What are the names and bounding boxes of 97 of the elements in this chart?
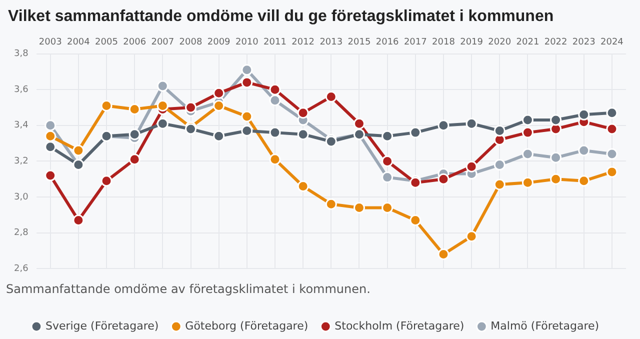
point (466, 118, 478, 130)
point (269, 94, 281, 106)
x-tick-label: 2020 (488, 38, 512, 48)
legend-label: Malmö (Företagare) (490, 319, 600, 332)
y-tick-label: 2,8 (14, 228, 29, 238)
x-tick-label: 2015 (348, 38, 371, 48)
x-tick-label: 2010 (235, 38, 259, 48)
point (269, 84, 281, 96)
point (494, 125, 506, 137)
point (522, 148, 534, 160)
point (44, 141, 56, 153)
x-tick-label: 2018 (432, 38, 456, 48)
legend-label: Göteborg (Företagare) (185, 319, 308, 332)
legend-label: Sverige (Företagare) (45, 319, 159, 332)
point (550, 152, 562, 164)
point (156, 80, 168, 92)
point (100, 175, 112, 187)
point (72, 214, 84, 226)
point (297, 128, 309, 140)
point (578, 144, 590, 156)
point (297, 107, 309, 119)
point (578, 108, 590, 120)
point (72, 144, 84, 156)
point (550, 173, 562, 185)
legend-label: Stockholm (Företagare) (334, 319, 464, 332)
point (156, 100, 168, 112)
point (241, 64, 253, 76)
point (213, 87, 225, 99)
point (297, 180, 309, 192)
x-tick-label: 2017 (404, 38, 427, 48)
x-tick-label: 2023 (572, 38, 596, 48)
y-tick-label: 3,8 (14, 49, 29, 60)
point (44, 170, 56, 182)
point (438, 120, 450, 132)
point (606, 166, 618, 178)
point (606, 148, 618, 160)
x-tick-label: 2022 (544, 38, 568, 48)
point (522, 176, 534, 188)
x-tick-label: 2009 (207, 38, 231, 48)
point (494, 159, 506, 171)
y-tick-label: 3,0 (14, 192, 29, 202)
point (185, 102, 197, 114)
point (353, 118, 365, 130)
point (353, 202, 365, 214)
point (382, 172, 394, 184)
point (522, 114, 534, 126)
point (269, 126, 281, 138)
x-tick-label: 2024 (600, 38, 624, 48)
point (382, 130, 394, 142)
point (578, 175, 590, 187)
point (213, 100, 225, 112)
x-tick-label: 2006 (123, 38, 146, 48)
point (44, 120, 56, 132)
point (241, 76, 253, 88)
point (44, 130, 56, 142)
x-tick-label: 2013 (320, 38, 343, 48)
point (550, 114, 562, 126)
x-tick-label: 2003 (38, 38, 62, 48)
point (100, 100, 112, 112)
point (494, 178, 506, 190)
x-tick-label: 2021 (516, 38, 540, 48)
y-tick-label: 3,4 (14, 120, 29, 131)
point (410, 126, 422, 138)
point (128, 154, 140, 166)
point (128, 104, 140, 116)
x-tick-label: 2019 (460, 38, 484, 48)
y-tick-label: 2,6 (14, 264, 29, 274)
x-tick-label: 2004 (66, 38, 90, 48)
point (325, 198, 337, 210)
text: Sammanfattande omdöme av företagsklimatet i kommunen. (6, 282, 370, 296)
chart-title: Vilket sammanfattande omdöme vill du ge företagsklimatet i kommunen (7, 7, 555, 27)
point (466, 160, 478, 172)
point (128, 128, 140, 140)
point (438, 248, 450, 260)
point (156, 118, 168, 130)
point (241, 125, 253, 137)
x-tick-label: 2005 (95, 38, 118, 48)
point (522, 126, 534, 138)
point (382, 202, 394, 214)
point (269, 154, 281, 166)
point (325, 91, 337, 103)
point (606, 107, 618, 119)
x-tick-label: 2016 (376, 38, 400, 48)
x-tick-label: 2012 (292, 38, 315, 48)
x-tick-label: 2011 (264, 38, 286, 48)
y-tick-label: 3,2 (14, 156, 28, 167)
point (438, 173, 450, 185)
point (241, 110, 253, 122)
x-tick-label: 2007 (151, 38, 174, 48)
point (382, 155, 394, 167)
point (550, 123, 562, 135)
y-tick-label: 3,6 (14, 84, 29, 95)
x-tick-label: 2008 (179, 38, 202, 48)
point (606, 123, 618, 135)
point (410, 214, 422, 226)
point (213, 130, 225, 142)
point (466, 230, 478, 242)
